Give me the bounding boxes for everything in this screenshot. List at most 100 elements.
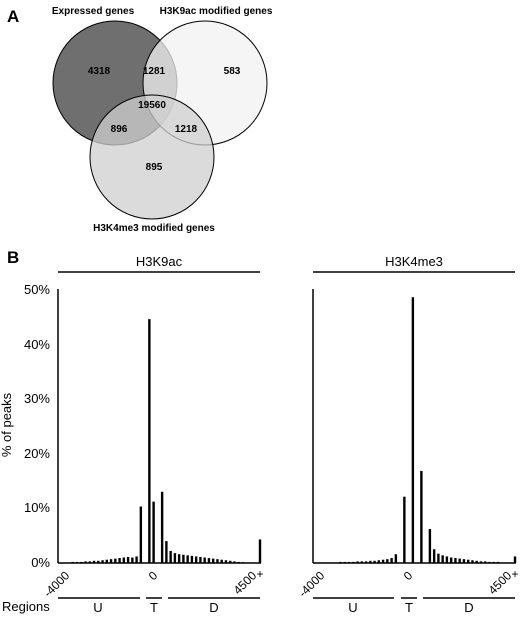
bar [118,558,121,563]
chart-title: H3K9ac [136,254,183,269]
panel-b-letter: B [7,248,19,267]
bar [194,556,198,563]
bar [496,561,500,563]
venn-count-expressed-only: 4318 [88,66,111,77]
bar [109,559,113,563]
bar [356,561,359,563]
bar [339,561,342,563]
bar [84,561,87,563]
venn-count-expressed-k4: 896 [111,124,128,135]
bar [364,561,368,563]
bar [97,560,100,563]
bar [313,562,317,563]
bar [250,562,253,563]
bar [254,562,257,563]
bar [432,549,436,563]
bar [75,561,79,563]
bar [101,560,104,563]
bar [92,560,96,563]
region-u-label: U [93,600,102,615]
bar [241,562,245,563]
bar [335,562,338,563]
bar [220,559,223,563]
y-tick-label: 50% [24,282,50,297]
bar [377,560,381,563]
bar [462,559,466,563]
regions-chart2: U T D [313,597,515,615]
bar [203,557,206,563]
bar [484,561,487,563]
venn-label-h3k9ac: H3K9ac modified genes [160,6,273,17]
venn-count-k4-only: 895 [146,162,163,173]
bar [343,561,346,563]
bar [513,556,517,563]
bar [360,561,364,563]
x-tick-label: + [256,567,263,581]
bar [492,561,495,563]
bar [458,558,461,563]
bar [441,555,444,563]
bar [169,550,172,563]
bar [449,557,453,563]
x-tick-label: 4500 [486,568,515,597]
bar [71,561,74,563]
bar [233,561,236,563]
bar [165,541,168,563]
bar [373,560,376,563]
regions-chart1: U T D [58,597,260,615]
bar [369,560,372,563]
bar [139,506,143,563]
bar [126,556,130,563]
bar [437,553,440,563]
bar [420,470,423,563]
bar [352,561,355,563]
bar [131,557,134,563]
bar [326,562,329,563]
bar [67,562,70,563]
bar [190,555,194,563]
venn-label-h3k4me3: H3K4me3 modified genes [93,223,215,234]
bar [428,529,432,563]
bar [211,558,215,563]
bar [381,559,385,563]
bar [135,556,138,563]
chart-title: H3K4me3 [385,254,443,269]
chart-h3k9ac: H3K9ac 50% 40% 30% 20% 10% 0% -4000 0 45… [24,254,264,600]
bar [390,558,393,563]
bar [152,501,155,563]
region-d-label: D [464,600,473,615]
y-tick-label: 30% [24,391,50,406]
bar [479,561,483,563]
bar [322,562,325,563]
bar [182,554,185,563]
y-tick-label: 0% [31,555,50,570]
bar [122,557,126,563]
bar [177,554,181,563]
bar [173,553,177,563]
y-tick-label: 40% [24,337,50,352]
bar [114,558,117,563]
bar [347,561,351,563]
bars-h3k4me3 [313,297,517,563]
bar [58,562,62,563]
venn-count-k9-only: 583 [224,66,241,77]
y-tick-label: 20% [24,446,50,461]
bar [466,559,470,563]
bar [394,554,398,563]
bar [224,560,228,563]
bar [454,558,457,563]
bar [411,297,415,563]
bar [505,562,508,563]
x-tick-label: -4000 [41,568,73,600]
bar [80,561,83,563]
x-tick-label: 4500 [231,568,260,597]
bar [246,562,249,563]
y-axis-title: % of peaks [0,392,14,457]
bar [258,539,262,563]
chart-h3k4me3: H3K4me3 -4000 0 4500 + [296,254,519,600]
bars-h3k9ac [58,319,262,563]
venn-label-expressed: Expressed genes [52,6,135,17]
bar [471,560,474,563]
bar [199,556,202,563]
regions-label: Regions [2,599,50,614]
